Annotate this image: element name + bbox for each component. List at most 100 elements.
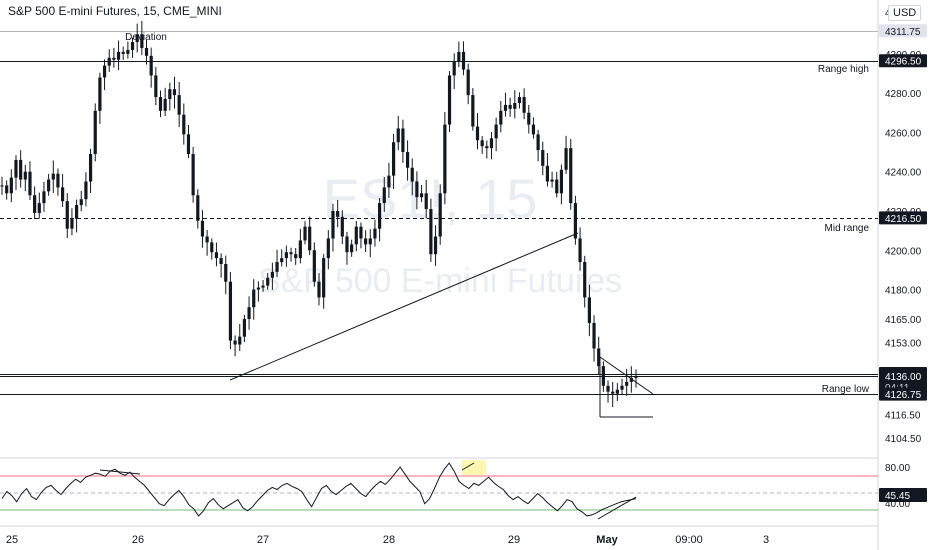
candle-body [23,171,27,180]
candle-body [121,51,125,54]
candle-body [84,181,88,200]
chart-title: S&P 500 E-mini Futures, 15, CME_MINI [8,4,222,18]
candle-body [51,173,55,180]
candle-body [597,348,601,367]
candle-body [102,65,107,78]
time-axis[interactable]: 25 26 27 28 29 May 09:00 3 [6,534,769,546]
candle-body [410,167,414,182]
candle-body [452,61,456,76]
candle-body [601,366,605,386]
candle-body [564,148,568,170]
candle-body [391,142,396,176]
candle-body [224,264,228,282]
candle-body [340,216,344,237]
candle-body [317,281,321,298]
candle-body [499,110,503,125]
candle-body [158,97,163,111]
candle-body [415,181,419,198]
candle-body [401,128,405,153]
candle-body [270,271,274,278]
price-tag-label: 4311.75 [885,27,921,38]
candle-body [573,203,577,239]
price-tag-bg [879,24,927,38]
osc-div-line-1[interactable] [99,469,141,475]
osc-highlight [462,460,486,475]
candles-layer [0,20,638,408]
candle-body [382,187,386,204]
candle-body [19,159,23,180]
candle-body [298,240,302,259]
candle-body [70,218,74,229]
price-tag-bg [879,211,927,225]
candle-body [592,322,596,349]
candle-body [280,258,284,263]
candle-body [219,258,223,265]
candle-body [5,185,9,194]
candle-body [578,238,582,263]
candle-body [322,258,326,298]
currency-button[interactable]: USD [888,5,922,21]
candle-body [294,254,298,259]
candle-body [93,110,97,155]
price-tick-label: 4260.00 [885,128,922,139]
candle-body [200,220,205,237]
candle-body [42,191,46,204]
time-label-25: 25 [6,534,18,546]
candle-body [37,203,41,213]
osc-axis[interactable]: 80.00 40.00 45.45 [879,463,927,510]
label-mid-range: Mid range [825,223,870,234]
watermark-name: S&P 500 E-mini Futures [258,262,622,300]
candle-body [79,199,83,206]
wedge-upper-line[interactable] [599,356,654,395]
candle-body [545,165,550,182]
candle-body [112,57,116,60]
candle-body [527,112,531,125]
oscillator-pane [0,460,878,520]
candle-body [373,228,377,239]
candle-body [359,226,363,239]
candle-body [205,236,209,243]
candle-body [489,138,494,149]
candle-body [61,187,65,202]
time-label-27: 27 [257,534,269,546]
candle-body [550,179,554,182]
osc-tick-hidden: 40.00 [885,499,910,510]
candle-body [461,51,466,70]
price-tick-label: 4180.00 [885,286,922,297]
candle-body [583,262,587,298]
osc-tick-80: 80.00 [885,463,910,474]
osc-div-line-3[interactable] [597,496,637,520]
candle-body [154,75,158,98]
candle-body [517,97,522,103]
candle-body [475,126,480,141]
candle-body [172,89,177,96]
candle-body [196,195,200,221]
candle-body [186,134,191,155]
osc-div-line-2[interactable] [461,462,475,471]
price-tag-bg [879,387,927,401]
drawings-layer[interactable] [229,232,654,418]
candle-body [419,193,424,198]
price-tags: 4311.754296.504216.504137.254136.0004:11… [879,24,927,401]
candle-body [447,75,452,125]
candle-body [378,203,382,229]
candle-body [144,47,149,56]
price-tick-label: 4165.00 [885,315,922,326]
price-tick-label: 4280.00 [885,89,922,100]
candle-body [252,289,256,308]
candle-body [116,51,121,60]
price-tag-label: 4136.00 [885,372,922,383]
candle-body [471,95,475,127]
candle-body [620,385,624,390]
trendline-rising[interactable] [229,232,579,381]
candle-body [56,173,60,188]
candle-body [9,177,13,194]
candle-body [191,154,195,196]
candle-body [429,209,433,255]
candle-body [587,297,591,323]
candle-body [611,391,615,394]
candle-body [214,252,219,259]
candle-body [494,124,498,139]
candle-body [331,210,335,239]
